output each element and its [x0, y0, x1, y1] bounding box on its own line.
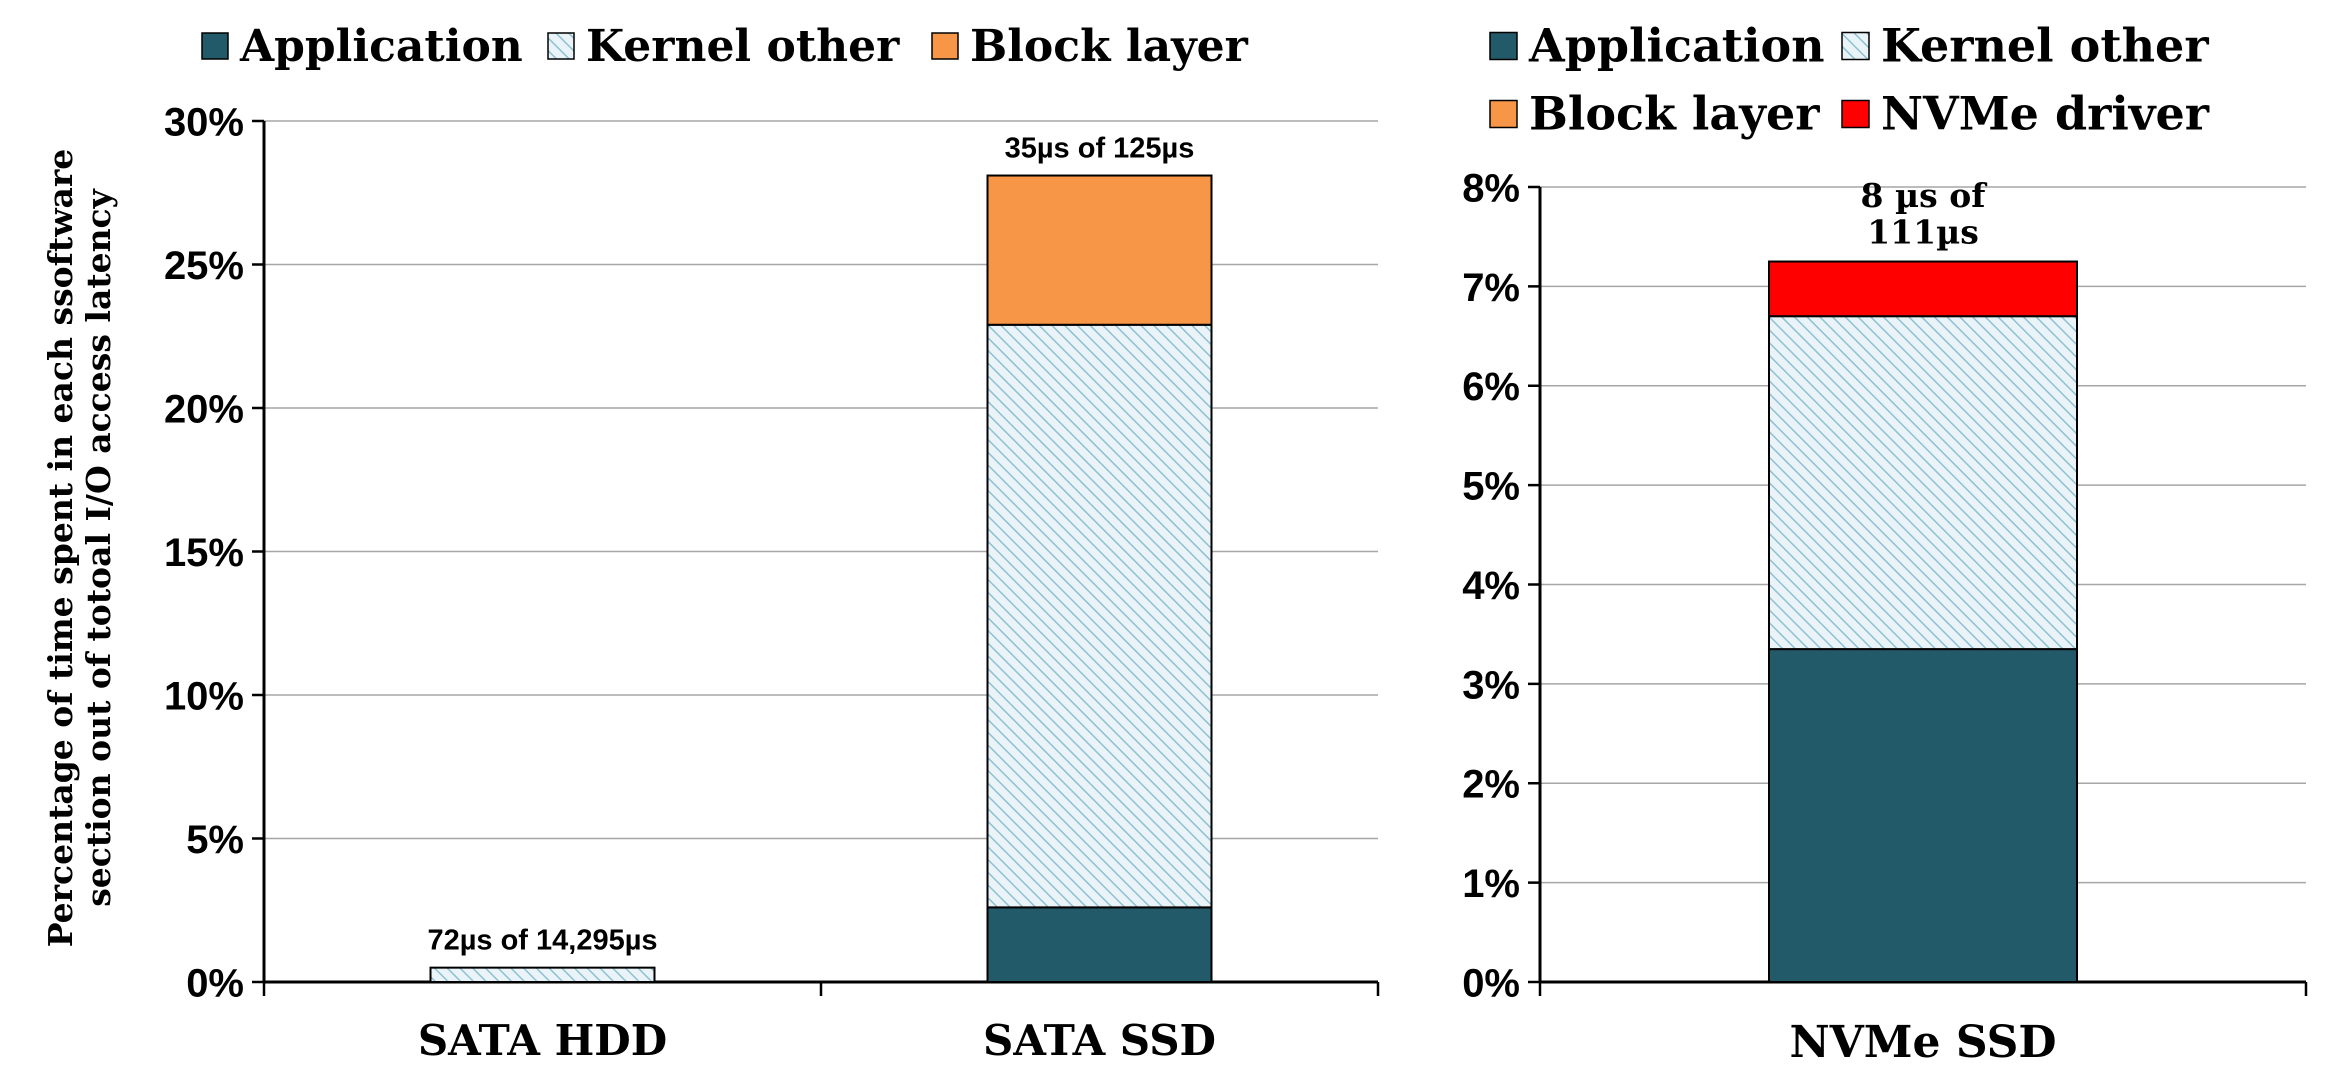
legend-label: Block layer	[1529, 87, 1820, 141]
bar-segment-kernel-other	[1768, 315, 2078, 651]
y-tick-label: 1%	[1462, 862, 1520, 906]
y-tick-label: 2%	[1462, 763, 1520, 807]
legend-swatch-application	[1489, 31, 1518, 61]
legend-label: Kernel other	[586, 21, 900, 72]
y-tick-label: 3%	[1462, 663, 1520, 707]
bar-segment-block-layer	[986, 174, 1213, 326]
bar-segment-kernel-other	[986, 323, 1213, 909]
bar-segment-application	[1768, 648, 2078, 983]
legend-label: Application	[1528, 19, 1825, 73]
bar-segment-application	[986, 906, 1213, 984]
y-tick-label: 0%	[1462, 961, 1520, 1005]
legend-swatch-block-layer	[1489, 99, 1518, 129]
y-tick-label: 0%	[186, 961, 244, 1005]
y-tick-label: 8%	[1462, 166, 1520, 210]
left-chart-panel: 0% 5% 10% 15% 20% 25% 30% SATA HDD 72µs of 14,29…	[41, 21, 1380, 1065]
legend-label: NVMe driver	[1881, 87, 2210, 141]
y-tick-label: 7%	[1462, 266, 1520, 310]
x-category-label: NVMe SSD	[1789, 1017, 2056, 1068]
y-tick-label: 25%	[164, 244, 244, 288]
legend-swatch-application	[201, 32, 229, 60]
legend-swatch-block-layer	[931, 32, 959, 60]
y-tick-label: 15%	[164, 531, 244, 575]
y-tick-label: 10%	[164, 674, 244, 718]
y-tick-label: 30%	[164, 100, 244, 144]
bar-segment-kernel-other	[429, 966, 656, 984]
legend-label: Kernel other	[1881, 19, 2209, 73]
legend-label: Application	[239, 21, 523, 72]
y-axis-label: Percentage of time spent in each ssoftwa…	[41, 149, 80, 948]
y-tick-label: 20%	[164, 387, 244, 431]
bar-segment-nvme-driver	[1768, 260, 2078, 318]
bar-annotation: 35µs of 125µs	[1005, 133, 1195, 165]
y-tick-label: 5%	[186, 818, 244, 862]
y-tick-label: 5%	[1462, 465, 1520, 509]
legend-swatch-nvme-driver	[1841, 99, 1870, 129]
y-axis-label: section out of totoal I/O access latency	[79, 188, 118, 906]
x-category-label: SATA HDD	[418, 1016, 667, 1065]
legend-swatch-kernel-other	[547, 32, 575, 60]
bar-annotation: 72µs of 14,295µs	[427, 925, 657, 957]
y-tick-label: 6%	[1462, 365, 1520, 409]
bar-annotation: 111µs	[1867, 213, 1979, 252]
y-tick-label: 4%	[1462, 564, 1520, 608]
bar-annotation: 8 µs of	[1861, 176, 1988, 215]
legend-swatch-kernel-other	[1841, 31, 1870, 61]
legend-label: Block layer	[970, 21, 1249, 72]
x-category-label: SATA SSD	[983, 1016, 1216, 1065]
